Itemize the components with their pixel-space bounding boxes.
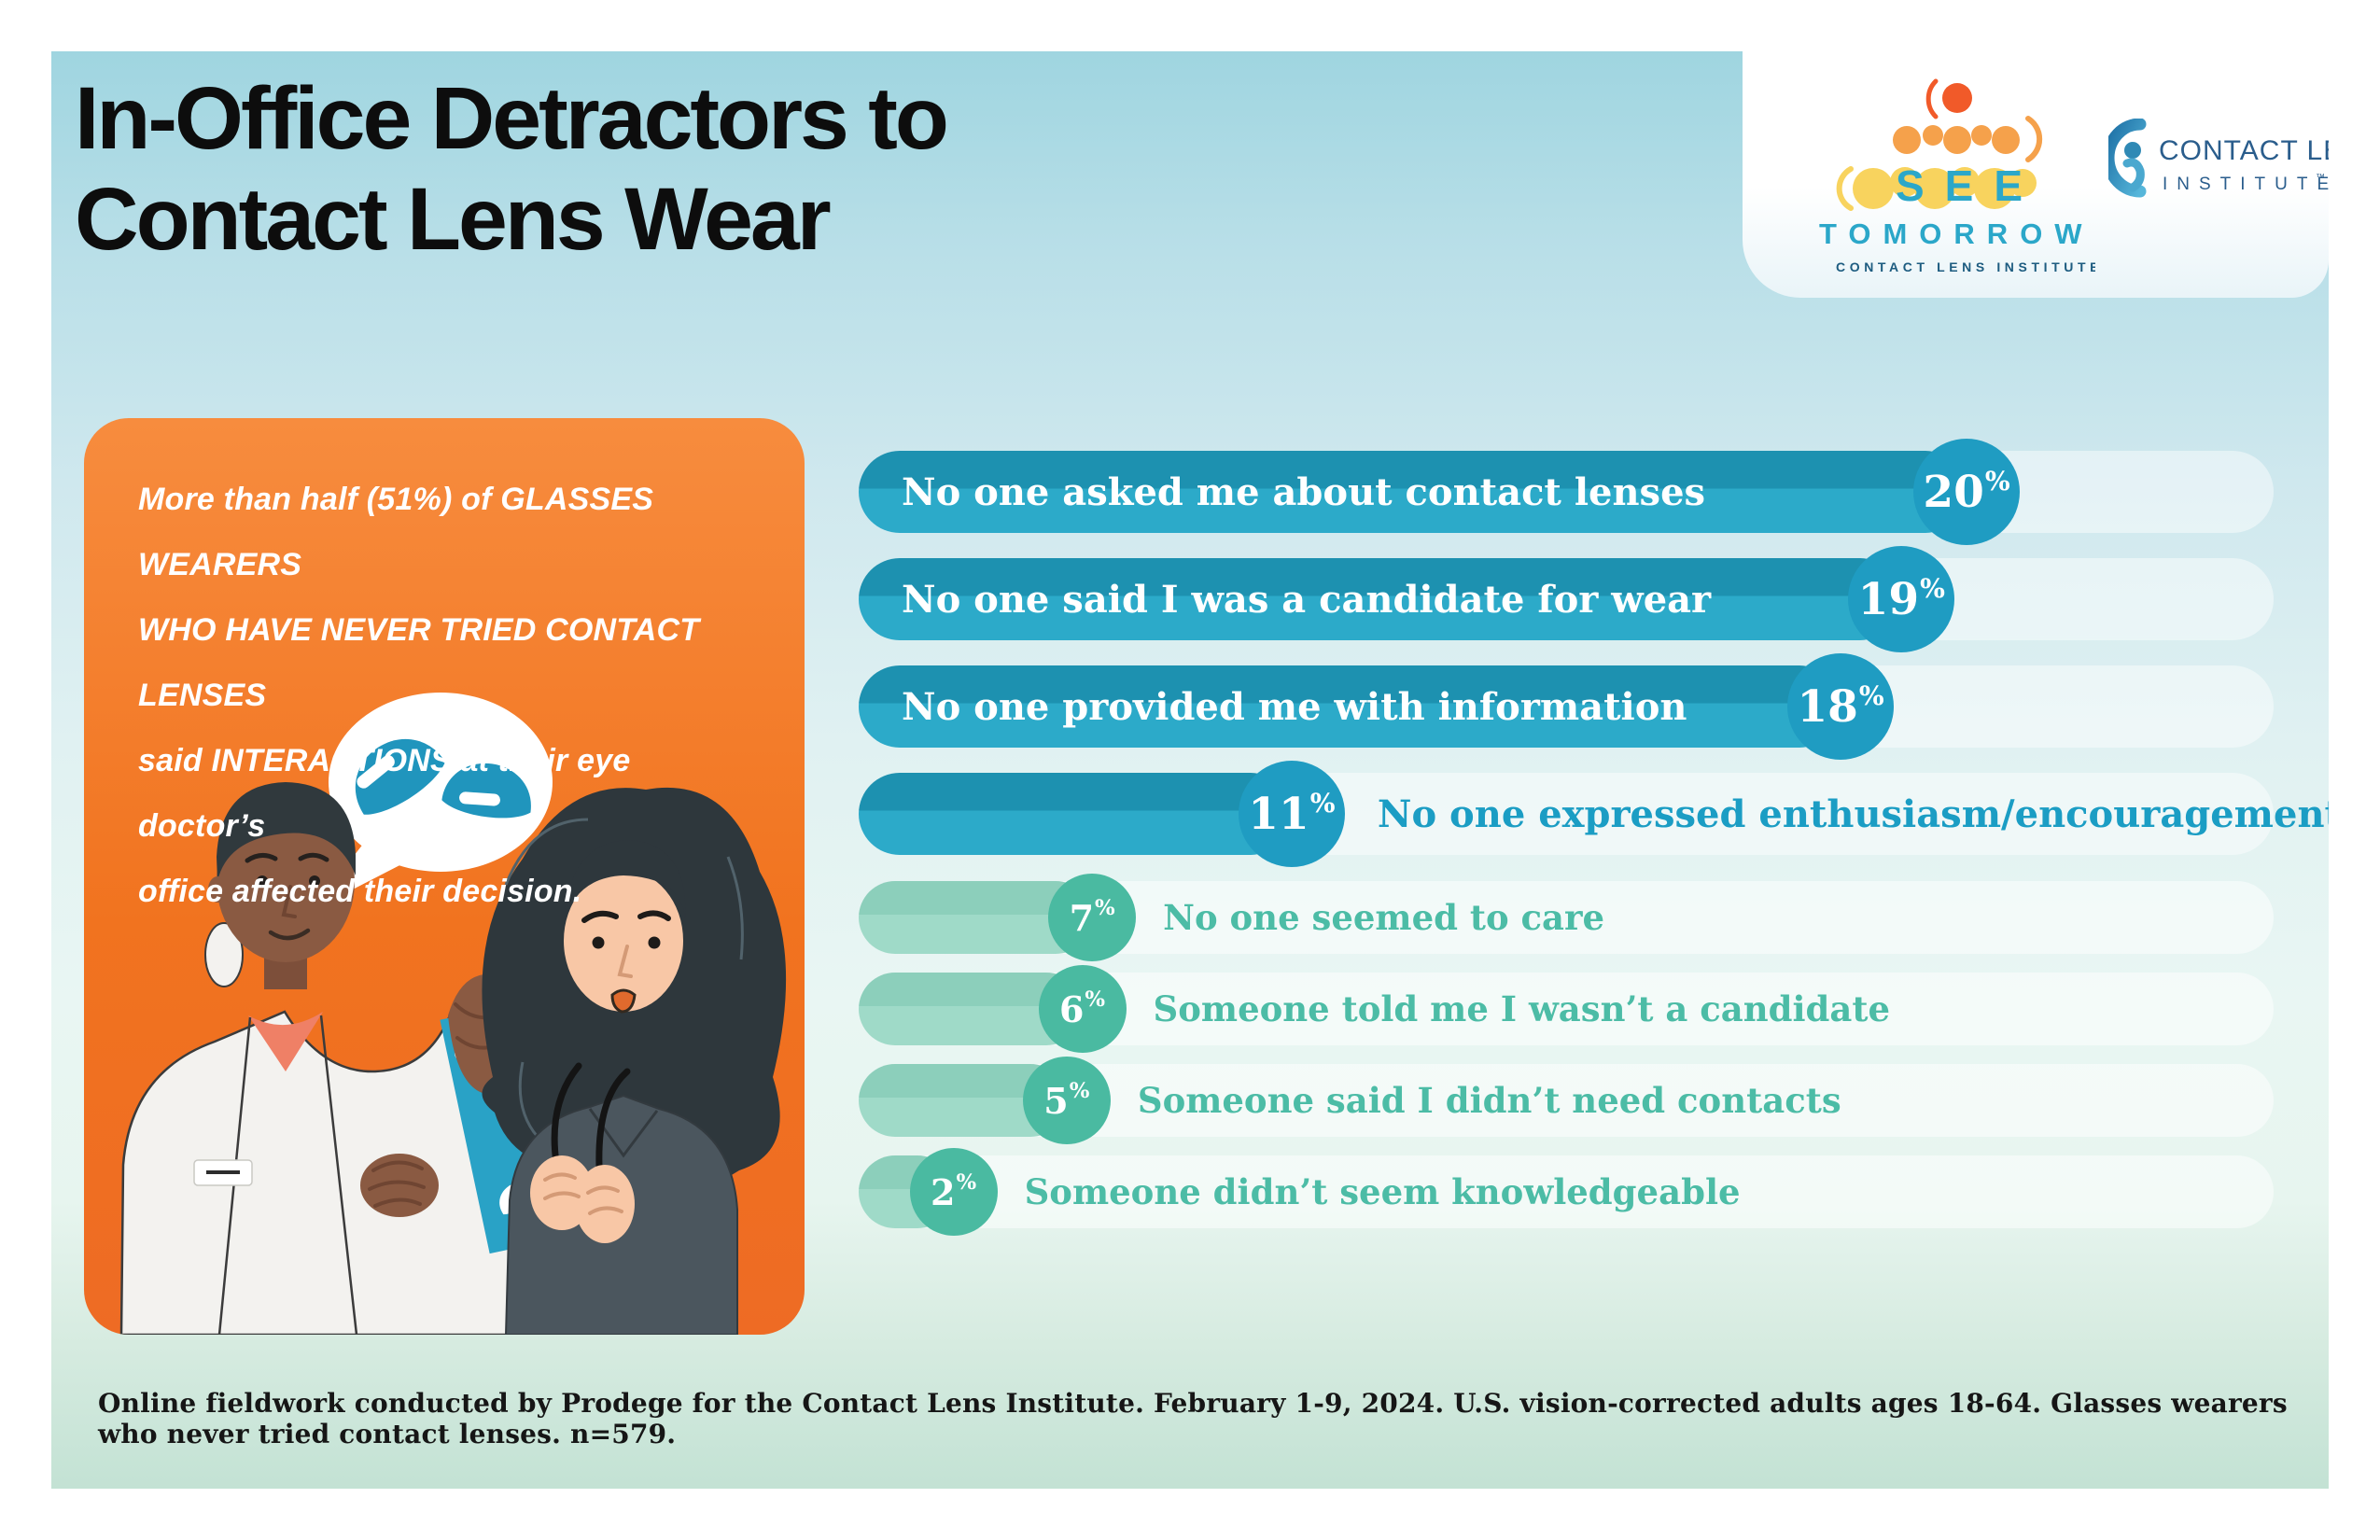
bar-row: No one asked me about contact lenses 20% [859, 439, 2274, 545]
bar-label: No one seemed to care [1163, 897, 1605, 938]
cli-mark-icon [2108, 119, 2147, 198]
percent-sign: % [1984, 465, 2010, 497]
percent-value: 20 [1923, 466, 1984, 518]
page-title-line1: In-Office Detractors to [75, 69, 949, 168]
bar-chart: No one asked me about contact lenses 20%… [859, 439, 2329, 1247]
page-title: In-Office Detractors to Contact Lens Wea… [75, 68, 949, 271]
percent-sign: % [1085, 987, 1106, 1013]
see-tomorrow-logo: SEE TOMORROW CONTACT LENS INSTITUTE [1819, 78, 2095, 274]
bar-label: No one asked me about contact lenses [902, 469, 1706, 514]
bar-fill [859, 773, 1292, 855]
percent-badge: 2% [909, 1148, 998, 1236]
percent-sign: % [1309, 787, 1336, 819]
percent-value: 19 [1857, 573, 1920, 625]
callout-text: More than half (51%) of GLASSES WEARERS … [138, 467, 754, 924]
infographic-card: In-Office Detractors to Contact Lens Wea… [51, 51, 2329, 1489]
bar-row: Someone said I didn’t need contacts 5% [859, 1057, 2274, 1144]
see-tomorrow-word-tomorrow: TOMORROW [1819, 217, 2094, 250]
callout-line: WHO HAVE NEVER TRIED CONTACT LENSES [138, 612, 700, 713]
percent-sign: % [1069, 1079, 1090, 1104]
bar-label: Someone told me I wasn’t a candidate [1153, 988, 1891, 1029]
callout-line: office affected their decision. [138, 874, 582, 909]
footer-note: Online fieldwork conducted by Prodege fo… [98, 1388, 2288, 1449]
page-title-line2: Contact Lens Wear [75, 170, 832, 270]
doctor-patient-illustration: CONTACT LENSES [119, 693, 787, 1335]
percent-value: 5 [1043, 1079, 1069, 1122]
percent-value: 2 [931, 1170, 956, 1213]
bar-label: No one said I was a candidate for wear [902, 577, 1712, 622]
bar-label: No one expressed enthusiasm/encouragemen… [1377, 791, 2329, 836]
callout-line: said INTERACTIONS at their eye doctor’s [138, 743, 631, 844]
percent-sign: % [956, 1170, 977, 1196]
bar-row: No one provided me with information 18% [859, 653, 2274, 760]
bar-fill [859, 558, 1902, 640]
percent-value: 7 [1069, 896, 1095, 939]
see-tomorrow-word-see: SEE [1896, 161, 2043, 210]
bar-row: No one expressed enthusiasm/encouragemen… [859, 761, 2329, 867]
percent-badge: 19% [1848, 546, 1955, 652]
percent-sign: % [1095, 896, 1115, 921]
callout-panel: CONTACT LENSES [84, 418, 805, 1335]
bar-row: Someone told me I wasn’t a candidate 6% [859, 965, 2274, 1053]
percent-sign: % [1920, 572, 1945, 604]
bar-row: No one said I was a candidate for wear 1… [859, 546, 2274, 652]
percent-badge: 6% [1038, 965, 1127, 1053]
percent-badge: 5% [1022, 1057, 1111, 1144]
bar-fill [859, 451, 1967, 533]
wave-yellow-icon [1836, 166, 2037, 211]
contact-lens-institute-logo: CONTACT LENS INSTITUTE ™ [2108, 119, 2329, 198]
percent-value: 6 [1058, 987, 1085, 1030]
cli-trademark: ™ [2316, 173, 2325, 183]
see-tomorrow-subtitle: CONTACT LENS INSTITUTE [1836, 259, 2095, 274]
cli-line1: CONTACT LENS [2159, 135, 2329, 166]
bar-row: No one seemed to care 7% [859, 874, 2274, 961]
contact-lens-icon [355, 738, 446, 815]
percent-badge: 20% [1913, 439, 2021, 545]
cli-line2: INSTITUTE [2163, 175, 2329, 194]
bar-label: Someone didn’t seem knowledgeable [1024, 1171, 1741, 1212]
percent-badge: 7% [1048, 874, 1137, 961]
logo-panel: SEE TOMORROW CONTACT LENS INSTITUTE CONT… [1743, 51, 2329, 298]
sun-icon [1925, 78, 1972, 119]
percent-value: 11 [1248, 788, 1309, 840]
eyeglasses-icon [551, 1062, 631, 1170]
bar-label: Someone said I didn’t need contacts [1137, 1080, 1841, 1121]
bar-label: No one provided me with information [902, 684, 1687, 729]
wave-orange-icon [1893, 116, 2043, 162]
percent-sign: % [1858, 679, 1884, 711]
patient-figure [482, 787, 787, 1335]
percent-badge: 11% [1238, 761, 1345, 867]
bar-fill [859, 665, 1841, 748]
percent-value: 18 [1797, 680, 1858, 733]
callout-line: More than half (51%) of GLASSES WEARERS [138, 482, 654, 582]
bar-track [859, 1155, 2274, 1228]
contact-lens-icon [441, 763, 531, 819]
percent-badge: 18% [1787, 653, 1895, 760]
bar-row: Someone didn’t seem knowledgeable 2% [859, 1148, 2274, 1236]
